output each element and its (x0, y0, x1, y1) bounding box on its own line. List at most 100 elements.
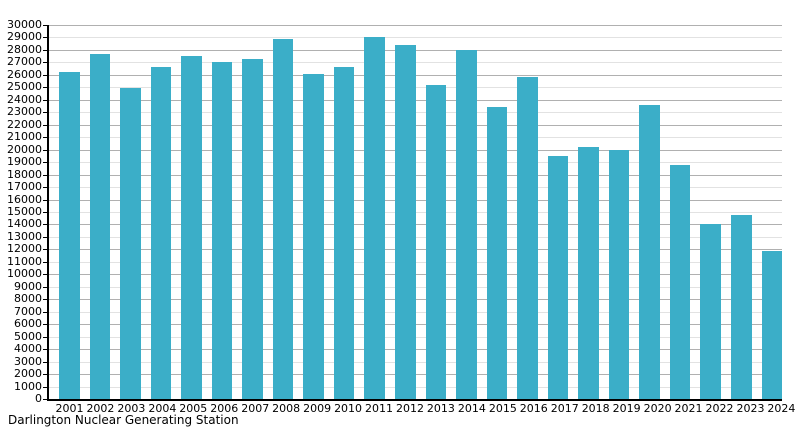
x-tick-label-2001: 2001 (55, 402, 84, 415)
x-tick-cell-2010: 2010 (334, 403, 362, 415)
y-tick-mark-24000 (43, 99, 47, 101)
y-tick-mark-10000 (43, 274, 47, 276)
bar-2008 (272, 39, 294, 399)
y-tick-label-6000: 6000 (14, 317, 42, 331)
y-tick-mark-7000 (43, 311, 47, 313)
y-tick-label-28000: 28000 (7, 42, 42, 56)
y-tick-mark-9000 (43, 286, 47, 288)
x-tick-label-2008: 2008 (272, 402, 301, 415)
y-tick-mark-3000 (43, 361, 47, 363)
x-tick-cell-2021: 2021 (675, 403, 703, 415)
y-tick-mark-21000 (43, 137, 47, 139)
x-tick-cell-2015: 2015 (489, 403, 517, 415)
x-tick-cell-2020: 2020 (644, 403, 672, 415)
x-tick-cell-2013: 2013 (427, 403, 455, 415)
y-tick-label-27000: 27000 (7, 55, 42, 69)
y-tick-mark-27000 (43, 62, 47, 64)
gridline-29000 (49, 37, 782, 39)
y-tick-label-16000: 16000 (7, 192, 42, 206)
x-tick-label-2020: 2020 (643, 402, 672, 415)
x-tick-label-2015: 2015 (488, 402, 517, 415)
x-tick-label-2013: 2013 (426, 402, 455, 415)
y-tick-label-29000: 29000 (7, 30, 42, 44)
y-tick-mark-22000 (43, 124, 47, 126)
x-tick-label-2021: 2021 (674, 402, 703, 415)
y-tick-mark-0 (43, 399, 47, 400)
y-tick-mark-11000 (43, 261, 47, 263)
x-tick-label-2003: 2003 (117, 402, 146, 415)
y-tick-label-7000: 7000 (14, 304, 42, 318)
y-tick-label-4000: 4000 (14, 342, 42, 356)
y-tick-mark-29000 (43, 37, 47, 39)
bar-2013 (425, 85, 447, 399)
bar-2021 (669, 165, 691, 399)
x-tick-cell-2018: 2018 (582, 403, 610, 415)
y-tick-mark-12000 (43, 249, 47, 251)
y-tick-label-25000: 25000 (7, 80, 42, 94)
plot-area (49, 25, 783, 399)
bar-2023 (731, 214, 752, 399)
y-tick-label-21000: 21000 (7, 130, 42, 144)
y-tick-mark-8000 (43, 299, 47, 301)
y-tick-mark-16000 (43, 199, 47, 201)
bar-2004 (150, 66, 172, 399)
bar-2019 (608, 149, 630, 399)
x-tick-cell-2022: 2022 (706, 403, 734, 415)
x-tick-cell-2004: 2004 (148, 403, 176, 415)
x-tick-label-2018: 2018 (581, 402, 610, 415)
y-tick-label-8000: 8000 (14, 292, 42, 306)
y-tick-mark-15000 (43, 212, 47, 213)
y-tick-mark-14000 (43, 224, 47, 226)
x-tick-label-2010: 2010 (334, 402, 363, 415)
y-tick-mark-25000 (43, 87, 47, 89)
y-tick-mark-19000 (43, 162, 47, 164)
bar-2017 (547, 155, 569, 399)
x-tick-cell-2008: 2008 (272, 403, 300, 415)
x-tick-label-2007: 2007 (241, 402, 270, 415)
x-tick-label-2016: 2016 (519, 402, 548, 415)
y-axis-line (47, 25, 49, 401)
y-tick-mark-17000 (43, 187, 47, 189)
x-tick-label-2012: 2012 (395, 402, 424, 415)
y-tick-label-3000: 3000 (14, 354, 42, 368)
x-tick-cell-2012: 2012 (396, 403, 424, 415)
bar-2012 (395, 44, 416, 399)
y-tick-label-9000: 9000 (14, 279, 42, 293)
y-tick-label-20000: 20000 (7, 142, 42, 156)
bar-series (49, 25, 783, 399)
bar-2009 (303, 73, 324, 399)
x-tick-cell-2007: 2007 (241, 403, 269, 415)
x-tick-cell-2014: 2014 (458, 403, 486, 415)
y-tick-label-22000: 22000 (7, 117, 42, 131)
bar-2014 (456, 49, 477, 399)
y-tick-label-14000: 14000 (7, 217, 42, 231)
bar-2024 (761, 250, 783, 399)
y-tick-label-24000: 24000 (7, 92, 42, 106)
y-tick-label-26000: 26000 (7, 67, 42, 81)
y-tick-mark-4000 (43, 349, 47, 351)
y-tick-mark-13000 (43, 236, 47, 238)
y-tick-label-13000: 13000 (7, 229, 42, 243)
y-tick-label-10000: 10000 (7, 267, 42, 281)
bar-2002 (89, 54, 111, 399)
y-tick-mark-5000 (43, 336, 47, 338)
bar-2006 (211, 62, 233, 399)
y-tick-label-12000: 12000 (7, 242, 42, 256)
y-tick-mark-30000 (43, 25, 47, 26)
y-tick-mark-20000 (43, 149, 47, 151)
x-tick-cell-2011: 2011 (365, 403, 393, 415)
x-tick-label-2017: 2017 (550, 402, 579, 415)
y-tick-label-23000: 23000 (7, 105, 42, 119)
x-tick-label-2011: 2011 (365, 402, 394, 415)
bar-2010 (333, 67, 355, 399)
chart-caption: Darlington Nuclear Generating Station (8, 413, 239, 427)
y-tick-mark-6000 (43, 324, 47, 326)
y-tick-mark-2000 (43, 374, 47, 376)
y-tick-label-2000: 2000 (14, 367, 42, 381)
x-tick-label-2022: 2022 (705, 402, 734, 415)
x-tick-cell-2002: 2002 (86, 403, 114, 415)
x-tick-cell-2023: 2023 (736, 403, 764, 415)
x-tick-label-2002: 2002 (86, 402, 115, 415)
y-tick-mark-1000 (43, 386, 47, 388)
